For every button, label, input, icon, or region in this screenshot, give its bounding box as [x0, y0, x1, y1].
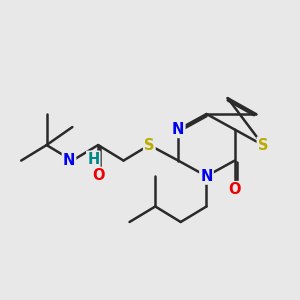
Text: S: S	[258, 138, 268, 153]
Text: N: N	[63, 153, 75, 168]
Text: H: H	[87, 152, 99, 167]
Text: S: S	[144, 138, 154, 153]
Text: N: N	[200, 169, 213, 184]
Text: N: N	[172, 122, 184, 137]
Text: O: O	[92, 168, 104, 183]
Text: O: O	[229, 182, 241, 197]
